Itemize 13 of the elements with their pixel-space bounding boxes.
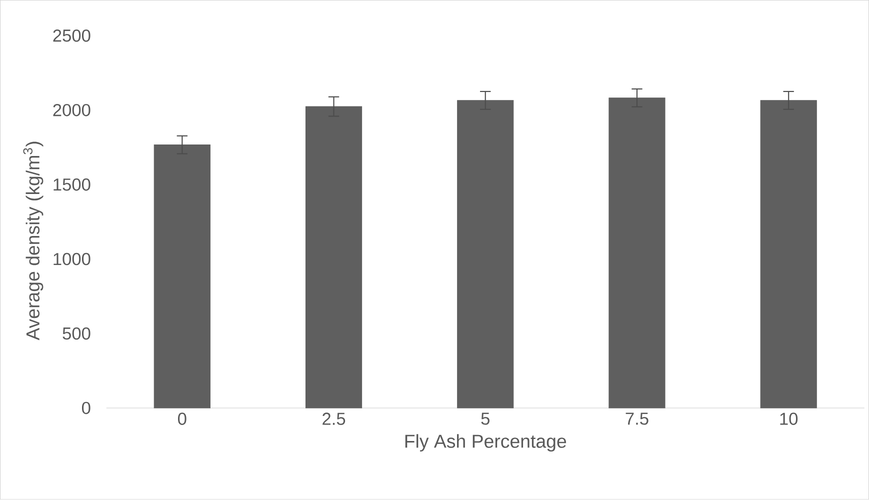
- y-axis-title: Average density (kg/m$^{3}$): [23, 142, 44, 340]
- y-tick-label: 0: [82, 402, 90, 414]
- y-tick-label: 500: [62, 328, 90, 340]
- y-tick-label: 1000: [54, 253, 90, 266]
- x-tick-label: 7.5: [626, 412, 648, 425]
- x-tick-label: 0: [178, 412, 186, 426]
- y-tick-label: 2500: [53, 30, 90, 42]
- y-tick-label: 2000: [53, 104, 90, 116]
- x-axis-title: Fly Ash Percentage: [405, 434, 566, 452]
- x-tick-label: 5: [481, 412, 490, 425]
- x-tick-label: 10: [780, 412, 798, 426]
- y-tick-label: 1500: [54, 178, 90, 191]
- x-tick-label: 2.5: [322, 412, 346, 426]
